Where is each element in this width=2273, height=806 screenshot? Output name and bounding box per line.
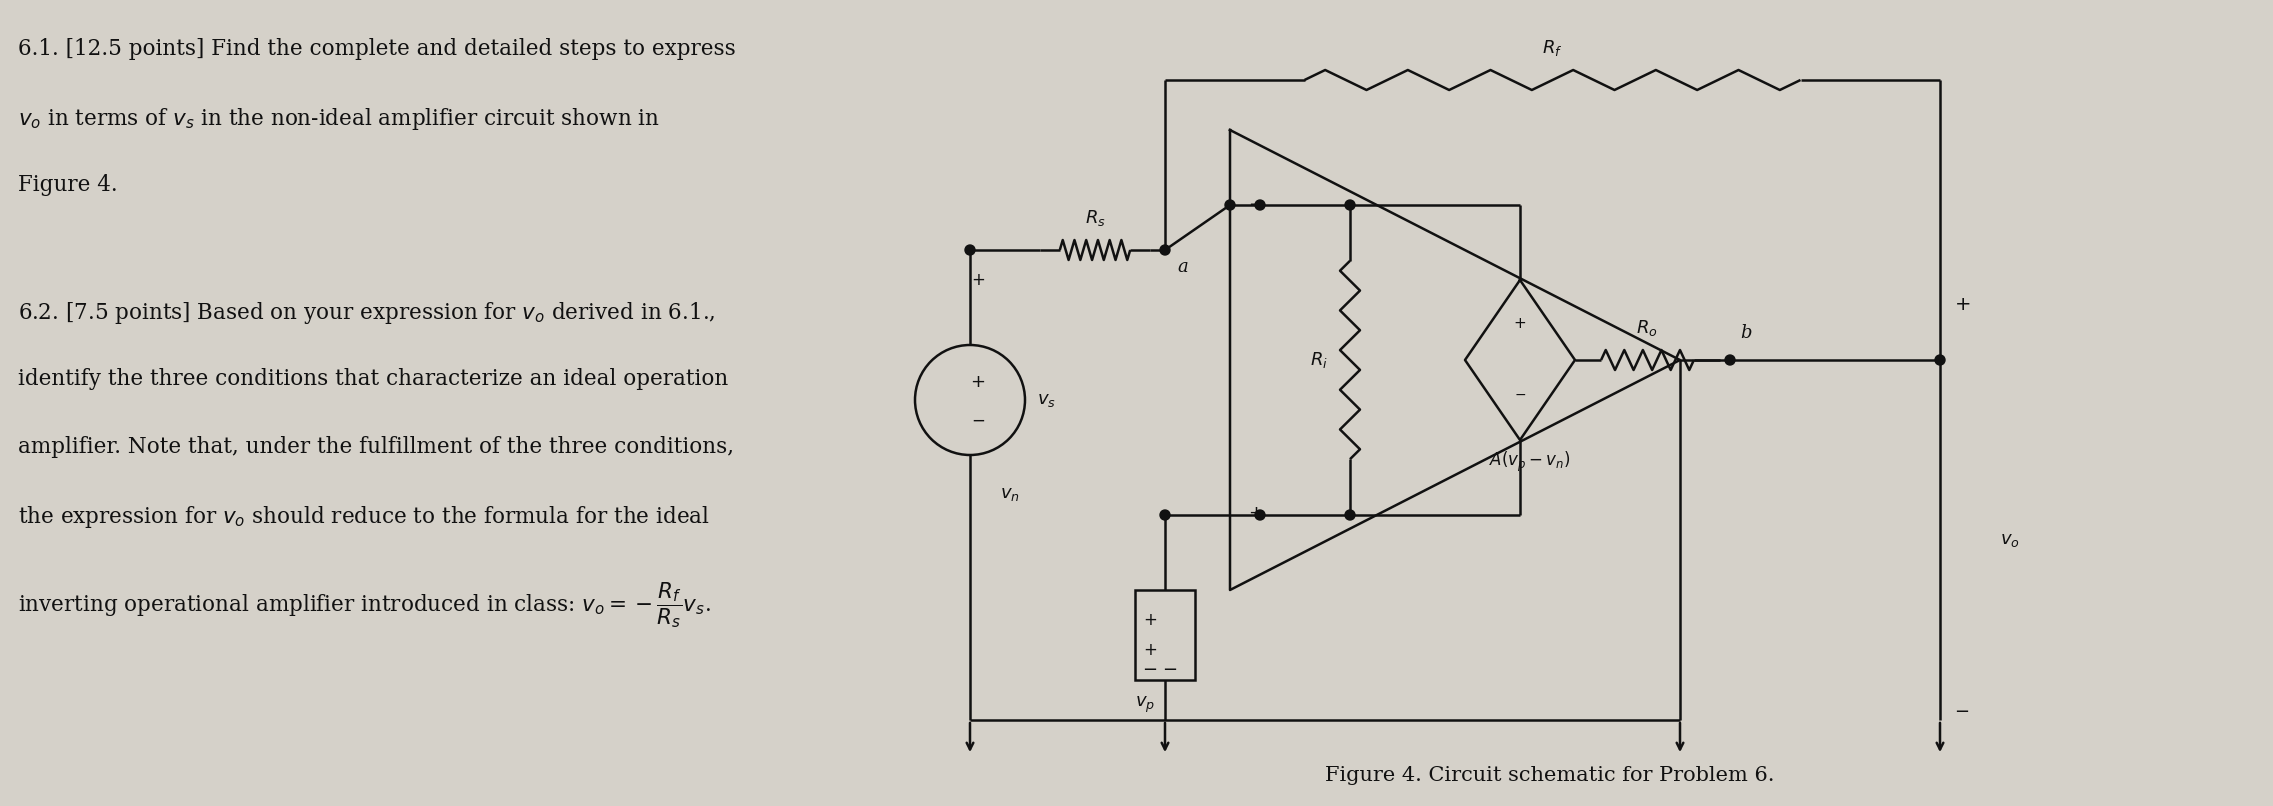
Text: $-$: $-$ xyxy=(971,412,984,429)
Text: Figure 4.: Figure 4. xyxy=(18,174,118,196)
Text: $-$: $-$ xyxy=(1514,387,1525,401)
Text: $v_o$ in terms of $v_s$ in the non-ideal amplifier circuit shown in: $v_o$ in terms of $v_s$ in the non-ideal… xyxy=(18,106,659,132)
Circle shape xyxy=(1159,510,1171,520)
Bar xyxy=(1134,590,1196,680)
Text: 6.2. [7.5 points] Based on your expression for $v_o$ derived in 6.1.,: 6.2. [7.5 points] Based on your expressi… xyxy=(18,300,716,326)
Text: $+$: $+$ xyxy=(1143,642,1157,659)
Text: $R_f$: $R_f$ xyxy=(1541,38,1562,58)
Circle shape xyxy=(1346,200,1355,210)
Text: 6.1. [12.5 points] Find the complete and detailed steps to express: 6.1. [12.5 points] Find the complete and… xyxy=(18,38,736,60)
Text: inverting operational amplifier introduced in class: $v_o = -\dfrac{R_f}{R_s}v_s: inverting operational amplifier introduc… xyxy=(18,580,711,630)
Text: $v_n$: $v_n$ xyxy=(1000,485,1021,503)
Text: $R_s$: $R_s$ xyxy=(1084,208,1105,228)
Text: $-$: $-$ xyxy=(1162,659,1177,677)
Circle shape xyxy=(1255,200,1266,210)
Text: $+$: $+$ xyxy=(1143,612,1157,629)
Text: $+$: $+$ xyxy=(971,272,984,289)
Text: amplifier. Note that, under the fulfillment of the three conditions,: amplifier. Note that, under the fulfillm… xyxy=(18,436,734,458)
Text: $R_i$: $R_i$ xyxy=(1309,350,1327,370)
Circle shape xyxy=(1725,355,1734,365)
Text: b: b xyxy=(1741,324,1752,342)
Text: the expression for $v_o$ should reduce to the formula for the ideal: the expression for $v_o$ should reduce t… xyxy=(18,504,709,530)
Text: $-$: $-$ xyxy=(1143,659,1157,677)
Circle shape xyxy=(1255,510,1266,520)
Text: $A(v_p - v_n)$: $A(v_p - v_n)$ xyxy=(1489,450,1571,474)
Circle shape xyxy=(1159,245,1171,255)
Text: $+$: $+$ xyxy=(1514,317,1527,331)
Circle shape xyxy=(966,245,975,255)
Text: $-$: $-$ xyxy=(1248,194,1264,212)
Text: $v_o$: $v_o$ xyxy=(2000,531,2021,549)
Circle shape xyxy=(1934,355,1946,365)
Text: $+$: $+$ xyxy=(971,373,986,391)
Text: $v_s$: $v_s$ xyxy=(1036,391,1057,409)
Text: a: a xyxy=(1177,258,1189,276)
Text: $-$: $-$ xyxy=(1955,701,1968,719)
Text: $v_p$: $v_p$ xyxy=(1134,695,1155,715)
Circle shape xyxy=(1346,510,1355,520)
Circle shape xyxy=(1225,200,1234,210)
Text: identify the three conditions that characterize an ideal operation: identify the three conditions that chara… xyxy=(18,368,727,390)
Text: $+$: $+$ xyxy=(1248,504,1264,522)
Text: Figure 4. Circuit schematic for Problem 6.: Figure 4. Circuit schematic for Problem … xyxy=(1325,766,1775,785)
Text: $R_o$: $R_o$ xyxy=(1637,318,1657,338)
Text: $+$: $+$ xyxy=(1955,296,1971,314)
